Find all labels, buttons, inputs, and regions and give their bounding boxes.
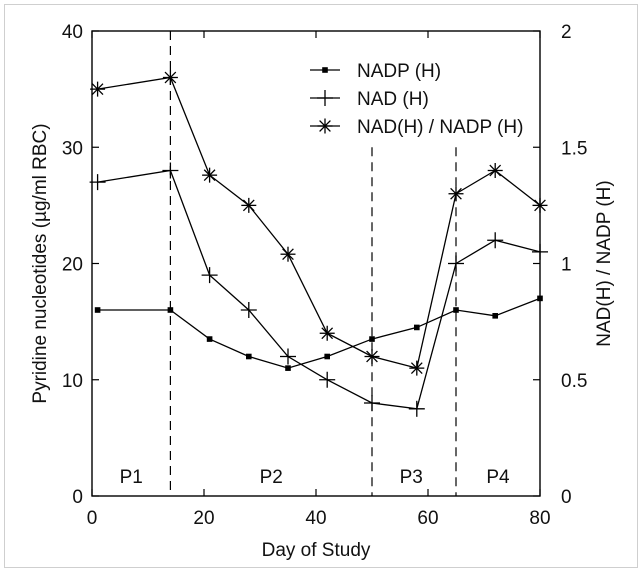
legend: NADP (H) NAD (H) NAD(H) / NADP (H) <box>310 61 523 138</box>
data-point <box>94 307 101 313</box>
y2-tick-label: 2 <box>561 22 572 43</box>
marker-stroke <box>410 362 423 374</box>
data-point <box>364 395 380 411</box>
data-point <box>241 197 257 213</box>
y2-tick-label: 0 <box>561 487 572 508</box>
data-point <box>162 162 179 179</box>
data-point <box>448 186 464 202</box>
data-point <box>319 325 335 341</box>
y-tick-label: 0 <box>72 487 83 508</box>
x-tick-label: 60 <box>417 508 438 529</box>
data-point <box>409 360 425 376</box>
y-tick-label: 10 <box>62 371 83 392</box>
y2-tick-label: 1 <box>561 255 572 276</box>
legend-item: NAD (H) <box>310 89 429 110</box>
axis-ticks: 0 20 40 60 80 0 10 20 30 40 0 0.5 1 1.5 2 <box>62 22 588 529</box>
x-tick-label: 20 <box>193 508 214 529</box>
data-point <box>317 90 333 106</box>
marker-stroke <box>489 164 502 177</box>
data-point <box>453 307 459 313</box>
series-line-0 <box>97 297 541 369</box>
data-point <box>162 70 178 85</box>
data-point <box>322 67 328 73</box>
data-point <box>240 302 257 318</box>
y-tick-label: 20 <box>62 255 83 276</box>
legend-label: NAD (H) <box>357 89 429 110</box>
period-label: P3 <box>400 467 423 488</box>
marker-stroke <box>242 199 255 212</box>
data-point <box>487 163 503 178</box>
data-point <box>201 267 218 284</box>
data-point <box>487 232 504 249</box>
period-label: P2 <box>260 467 283 488</box>
marker-stroke <box>203 169 216 182</box>
data-point <box>206 336 213 342</box>
marker-stroke <box>319 120 331 132</box>
x-tick-label: 40 <box>305 508 326 529</box>
data-point <box>246 353 252 360</box>
marker-stroke <box>450 187 462 200</box>
y-axis-label: Pyridine nucleotides (µg/ml RBC) <box>30 123 51 403</box>
legend-item: NAD(H) / NADP (H) <box>310 117 523 138</box>
x-tick-label: 0 <box>87 508 98 529</box>
data-point <box>492 313 498 319</box>
data-point <box>364 349 380 364</box>
marker-stroke <box>321 327 334 340</box>
legend-label: NAD(H) / NADP (H) <box>357 117 523 138</box>
data-point <box>317 118 333 134</box>
data-point <box>369 336 375 342</box>
series-markers-2 <box>90 70 548 376</box>
marker-stroke <box>164 71 177 84</box>
data-point <box>408 400 425 417</box>
period-label: P4 <box>486 467 510 488</box>
data-point <box>280 246 296 262</box>
data-point <box>167 307 174 313</box>
period-labels: P1 P2 P3 P4 <box>120 467 510 488</box>
marker-stroke <box>366 350 378 363</box>
y-tick-label: 30 <box>62 138 83 159</box>
y2-tick-label: 1.5 <box>561 138 587 159</box>
x-tick-label: 80 <box>529 508 550 529</box>
plot-area-border <box>91 30 541 497</box>
data-point <box>319 371 336 388</box>
y2-axis-label: NAD(H) / NADP (H) <box>594 180 615 346</box>
series-line-1 <box>97 169 541 410</box>
legend-label: NADP (H) <box>357 61 441 82</box>
y2-tick-label: 0.5 <box>561 371 587 392</box>
data-point <box>280 348 296 365</box>
data-point <box>324 353 330 360</box>
period-dividers <box>169 31 457 496</box>
marker-stroke <box>282 248 294 261</box>
x-axis-label: Day of Study <box>262 540 371 561</box>
data-point <box>202 167 218 183</box>
y-tick-label: 40 <box>62 22 83 43</box>
marker-stroke <box>91 83 104 95</box>
data-point <box>414 324 420 331</box>
series-markers-1 <box>89 162 548 417</box>
data-point <box>448 255 464 272</box>
legend-item: NADP (H) <box>310 61 441 82</box>
data-point <box>285 365 291 371</box>
period-label: P1 <box>120 467 143 488</box>
